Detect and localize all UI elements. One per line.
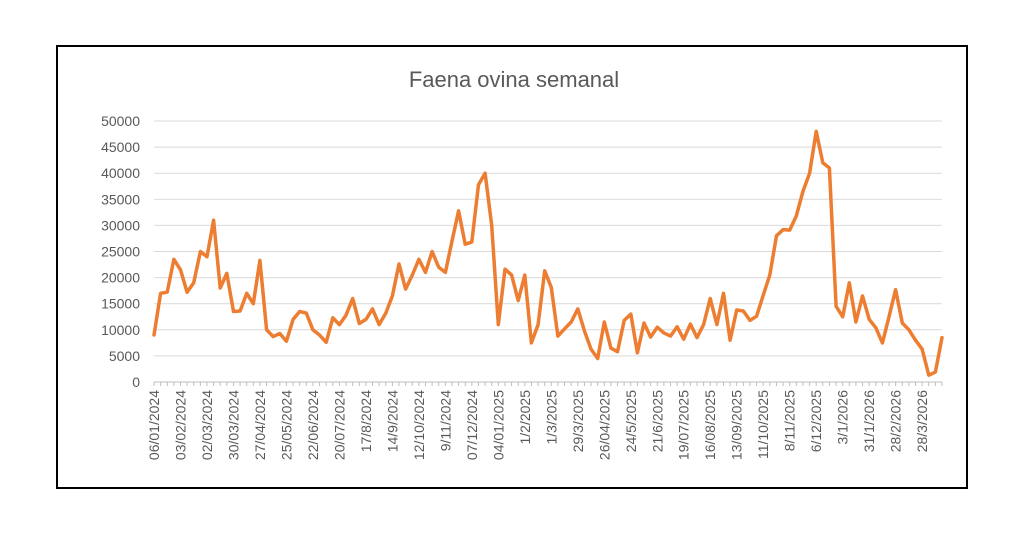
- x-tick-label: 16/08/2025: [702, 390, 718, 460]
- y-tick-label-10000: 10000: [101, 322, 140, 338]
- y-tick-label-45000: 45000: [101, 139, 140, 155]
- x-tick-label: 3/1/2026: [835, 390, 851, 445]
- x-tick-label: 28/2/2026: [888, 390, 904, 452]
- x-tick-label: 07/12/2024: [464, 390, 480, 460]
- x-tick-label: 1/3/2025: [543, 390, 559, 445]
- x-tick-label: 02/03/2024: [199, 390, 215, 460]
- y-tick-label-0: 0: [132, 374, 140, 390]
- x-tick-label: 22/06/2024: [305, 390, 321, 460]
- x-tick-label: 03/02/2024: [172, 390, 188, 460]
- x-tick-label: 6/12/2025: [808, 390, 824, 452]
- chart-svg: Faena ovina semanal 0 5000 10000 15000 20000…: [101, 67, 944, 460]
- y-tick-label-5000: 5000: [109, 348, 140, 364]
- x-tick-label: 11/10/2025: [755, 390, 771, 459]
- x-tick-label: 20/07/2024: [331, 390, 347, 460]
- x-tick-label: 13/09/2025: [729, 390, 745, 460]
- y-tick-label-30000: 30000: [101, 217, 140, 233]
- x-tick-label: 12/10/2024: [411, 390, 427, 460]
- y-tick-label-35000: 35000: [101, 191, 140, 207]
- plot-area: 0 5000 10000 15000 20000 25000 30000 35000 40000…: [101, 113, 944, 460]
- x-tick-label: 24/5/2025: [623, 390, 639, 452]
- y-tick-label-25000: 25000: [101, 244, 140, 260]
- y-tick-label-15000: 15000: [101, 296, 140, 312]
- chart-frame: Faena ovina semanal 0 5000 10000 15000 20000…: [56, 45, 968, 489]
- x-tick-label: 30/03/2024: [225, 390, 241, 460]
- x-tick-label: 21/6/2025: [649, 390, 665, 452]
- x-tick-label: 27/04/2024: [252, 390, 268, 460]
- x-tick-label: 8/11/2025: [782, 390, 798, 451]
- y-tick-label-40000: 40000: [101, 165, 140, 181]
- x-tick-label: 1/2/2025: [517, 390, 533, 445]
- series-line-faena: [152, 129, 944, 377]
- x-tick-label: 19/07/2025: [676, 390, 692, 460]
- x-tick-label: 9/11/2024: [437, 390, 453, 451]
- x-tick-label: 04/01/2025: [490, 390, 506, 460]
- y-tick-label-50000: 50000: [101, 113, 140, 129]
- x-tick-label: 06/01/2024: [146, 390, 162, 460]
- x-tick-label: 25/05/2024: [278, 390, 294, 460]
- x-tick-label: 17/8/2024: [358, 390, 374, 452]
- x-tick-label: 26/04/2025: [596, 390, 612, 460]
- x-tick-label: 31/1/2026: [861, 390, 877, 452]
- x-tick-label: 28/3/2026: [914, 390, 930, 452]
- x-tick-label: 29/3/2025: [570, 390, 586, 452]
- chart-title: Faena ovina semanal: [409, 67, 619, 92]
- x-tick-label: 14/9/2024: [384, 390, 400, 452]
- y-tick-label-20000: 20000: [101, 270, 140, 286]
